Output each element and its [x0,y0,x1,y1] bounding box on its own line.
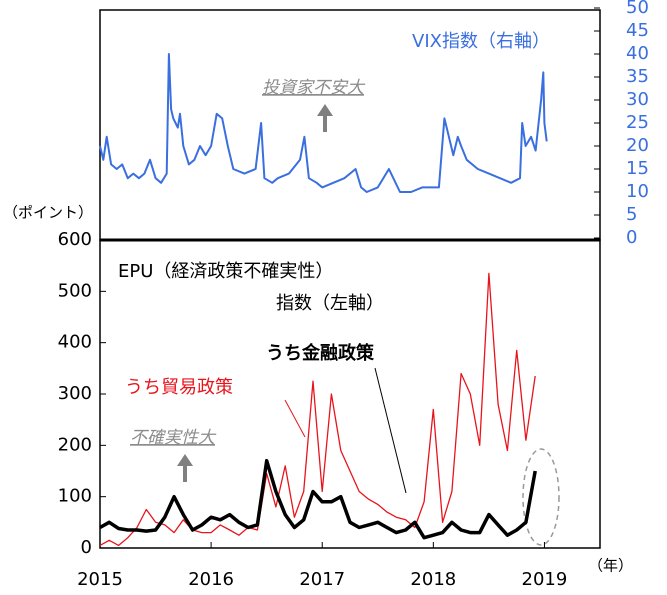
y-tick-label: 600 [58,229,92,250]
y2-tick-label: 45 [626,20,649,41]
y-tick-label: 400 [58,332,92,353]
y-axis-label: （ポイント） [3,204,93,222]
y2-tick-label: 10 [626,181,649,202]
note-label: 投資家不安大 [262,78,366,98]
arrow [317,104,333,132]
y2-tick-label: 40 [626,43,649,64]
leader-line [284,399,306,438]
series-line [99,272,536,547]
x-axis-label: （年） [588,557,633,575]
y2-tick-label: 30 [626,89,649,110]
x-tick-label: 2018 [410,569,456,590]
y2-tick-label: 5 [626,204,637,225]
vix-label: VIX指数（右軸） [412,31,550,52]
x-tick-label: 2019 [522,569,568,590]
y2-tick-label: 0 [626,227,637,248]
y2-tick-label: 25 [626,112,649,133]
legend-label: うち貿易政策 [125,377,233,398]
y-tick-label: 200 [58,434,92,455]
leader-line [374,367,407,494]
y2-tick-label: 20 [626,135,649,156]
highlight [522,448,560,546]
arrow [177,454,193,482]
x-tick-label: 2017 [299,569,345,590]
y2-tick-label: 50 [626,0,649,18]
x-tick-label: 2016 [188,569,234,590]
series-line [99,53,548,193]
y-tick-label: 500 [58,280,92,301]
y-tick-label: 100 [58,486,92,507]
note-label: 不確実性大 [130,428,217,448]
x-tick-label: 2015 [77,569,123,590]
y2-tick-label: 35 [626,66,649,87]
y-tick-label: 300 [58,383,92,404]
y2-tick-label: 15 [626,158,649,179]
legend-label: うち金融政策 [266,342,375,364]
series-line [99,458,537,540]
epu-label: 指数（左軸） [276,293,384,314]
epu-label: EPU（経済政策不確実性） [118,261,333,282]
y-tick-label: 0 [81,537,92,558]
